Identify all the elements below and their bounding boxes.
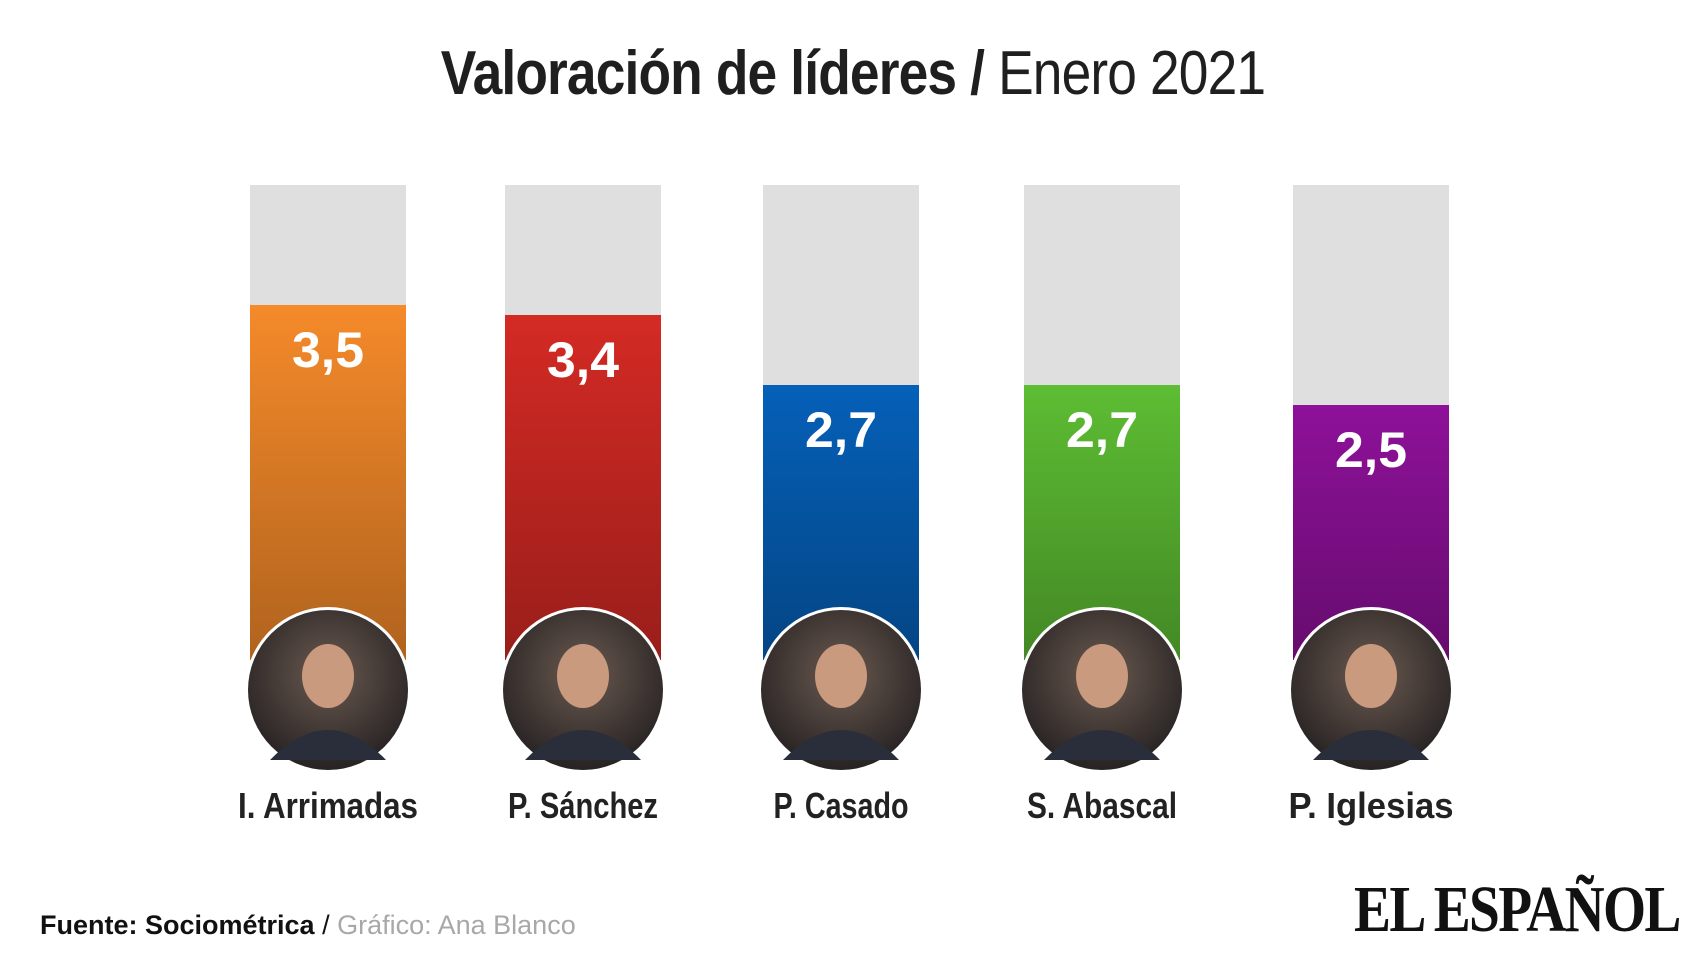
bar-value-label: 2,7 (805, 402, 877, 458)
leader-name-label: P. Casado (774, 785, 909, 826)
bar-value-label: 2,7 (1066, 402, 1138, 458)
footer-credits: Fuente: Sociométrica / Gráfico: Ana Blan… (40, 910, 576, 941)
footer-separator: / (314, 910, 338, 940)
bar-value-label: 3,5 (292, 322, 364, 378)
leader-name-label: P. Iglesias (1289, 785, 1454, 826)
person-photo-sanchez-icon (500, 607, 666, 773)
person-photo-abascal-icon (1019, 607, 1185, 773)
el-espanol-logo: EL ESPAÑOL (1354, 873, 1681, 946)
bar-group: 3,5 I. Arrimadas (238, 185, 418, 826)
bar-group: 3,4 P. Sánchez (500, 185, 666, 826)
person-photo-iglesias-icon (1288, 607, 1454, 773)
bar-group: 2,7 S. Abascal (1019, 185, 1185, 826)
bar-fill (250, 305, 406, 660)
leader-name-label: I. Arrimadas (238, 785, 418, 826)
bar-fill (505, 315, 661, 660)
person-photo-arrimadas-icon (245, 607, 411, 773)
chart-title-date: Enero 2021 (998, 39, 1266, 108)
bar-value-label: 3,4 (547, 332, 619, 388)
source-label: Fuente: Sociométrica (40, 910, 315, 940)
person-photo-casado-icon (758, 607, 924, 773)
chart-title: Valoración de líderes / Enero 2021 (119, 38, 1586, 109)
bars-layer: 3,5 I. Arrimadas 3,4 P. Sánchez 2,7 P. Casado… (238, 185, 1454, 826)
bar-group: 2,7 P. Casado (758, 185, 924, 826)
chart-title-main: Valoración de líderes (440, 39, 957, 108)
graphic-credit: Gráfico: Ana Blanco (337, 910, 576, 940)
bar-value-label: 2,5 (1335, 422, 1407, 478)
leader-name-label: P. Sánchez (508, 785, 658, 826)
bar-group: 2,5 P. Iglesias (1288, 185, 1454, 826)
leader-name-label: S. Abascal (1027, 785, 1177, 826)
chart-title-separator: / (970, 39, 985, 108)
